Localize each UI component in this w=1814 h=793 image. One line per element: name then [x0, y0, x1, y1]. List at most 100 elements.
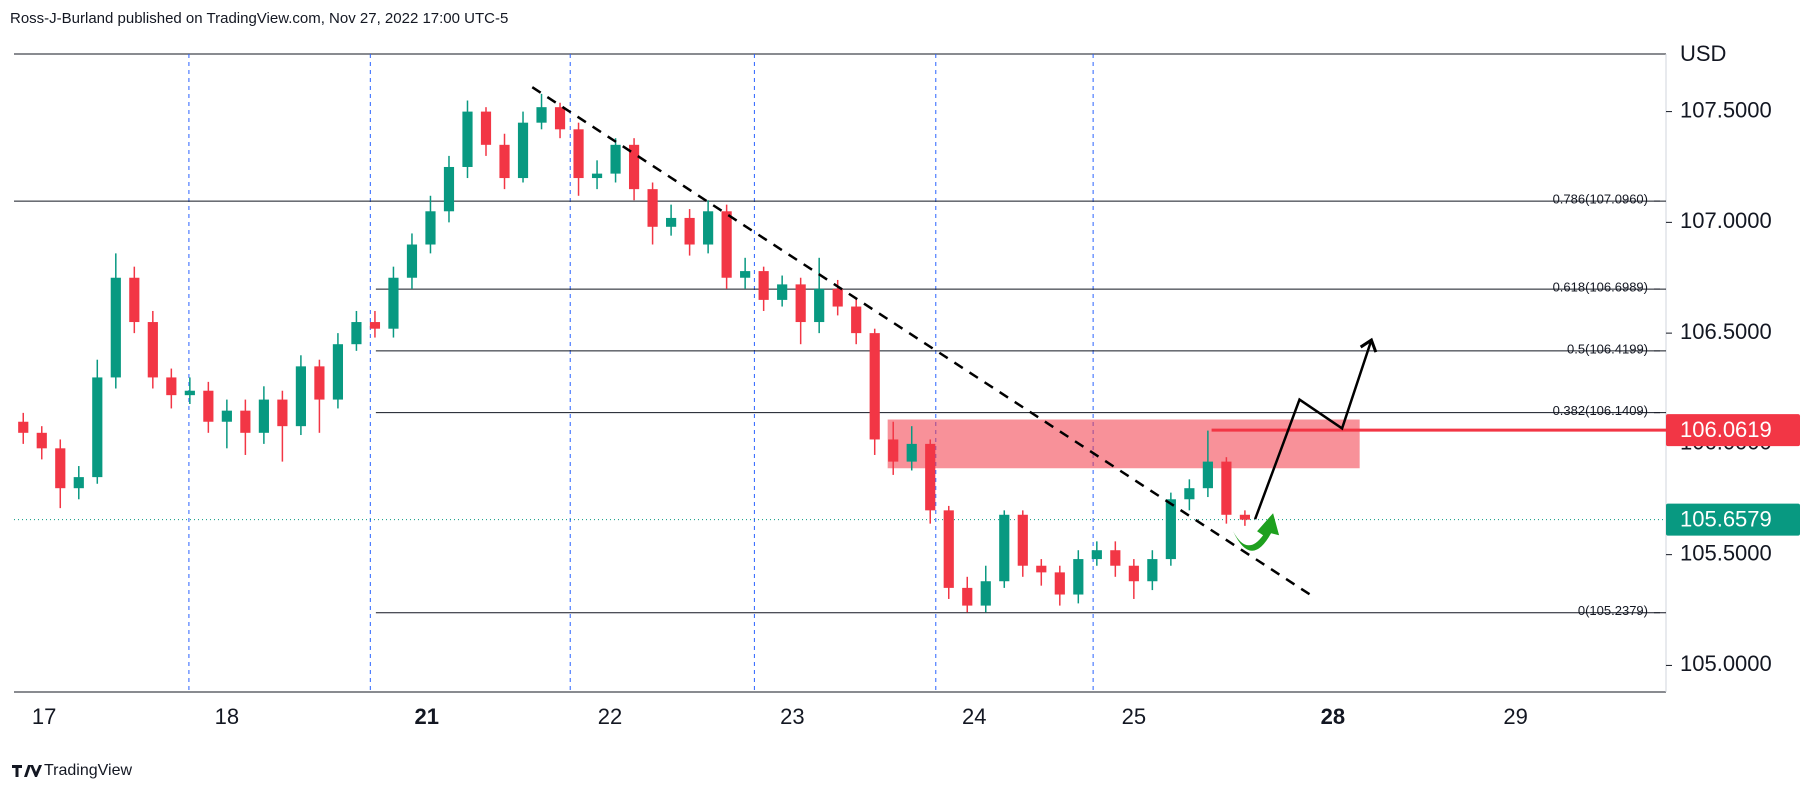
candle-body [332, 344, 344, 400]
candle-body [425, 211, 436, 245]
x-tick-label: 24 [962, 704, 986, 729]
candle-body [258, 399, 269, 433]
candle-body [721, 211, 732, 278]
candle-body [110, 277, 121, 378]
x-tick-label: 18 [215, 704, 239, 729]
fib-label: 0.786(107.0960) [1553, 192, 1648, 207]
y-tick-label: 105.5000 [1680, 540, 1772, 565]
candle-body [832, 288, 843, 307]
candle-body [1054, 572, 1065, 595]
candle-body [666, 217, 677, 227]
price-marker-label: 105.6579 [1680, 506, 1772, 531]
candle-body [1017, 514, 1028, 566]
candle-body [1091, 550, 1102, 560]
candle-body [240, 410, 251, 433]
x-tick-label: 17 [32, 704, 56, 729]
candle-body [92, 377, 103, 478]
candle-body [462, 111, 473, 167]
candle-body [628, 144, 640, 190]
x-tick-label: 21 [415, 704, 439, 729]
y-tick-label: 106.5000 [1680, 319, 1772, 344]
fib-label: 0.5(106.4199) [1567, 341, 1648, 356]
candle-body [610, 144, 621, 174]
candle-body [184, 390, 195, 396]
supply-zone [887, 419, 1360, 469]
candle-body [129, 277, 140, 323]
candle-body [1221, 461, 1232, 515]
candle-body [869, 333, 880, 440]
candle-body [221, 410, 232, 422]
x-tick-label: 29 [1503, 704, 1527, 729]
candle-body [684, 217, 695, 245]
x-tick-label: 25 [1122, 704, 1146, 729]
candle-body [888, 439, 899, 462]
candle-body [443, 166, 455, 212]
candle-body [1036, 565, 1047, 573]
candle-body [925, 443, 936, 511]
price-marker-label: 106.0619 [1680, 417, 1772, 442]
candle-body [740, 271, 751, 278]
candle-body [758, 271, 769, 300]
candle-body [73, 477, 84, 489]
candle-body [295, 366, 306, 427]
candle-body [18, 421, 29, 433]
candle-body [277, 399, 288, 427]
candle-body [999, 514, 1010, 582]
candle-body [591, 173, 603, 179]
candle-body [1165, 499, 1176, 560]
candle-body [703, 211, 714, 245]
candle-body [203, 390, 214, 422]
green-arrow [1233, 513, 1280, 551]
price-marker-box [1666, 503, 1800, 536]
candle-body [388, 277, 399, 329]
trendline [531, 86, 1315, 598]
candle-body [795, 284, 806, 323]
candle-body [1110, 550, 1121, 566]
candle-body [962, 587, 973, 606]
candle-body [1239, 514, 1250, 520]
candle-body [314, 366, 325, 400]
candle-body [517, 122, 529, 179]
x-tick-label: 23 [780, 704, 804, 729]
candle-body [573, 129, 584, 179]
candle-body [943, 510, 954, 588]
fib-label: 0.382(106.1409) [1553, 403, 1648, 418]
candle-body [1202, 461, 1213, 489]
candle-body [980, 581, 991, 606]
y-tick-label: 105.0000 [1680, 651, 1772, 676]
candle-body [1128, 565, 1139, 582]
fib-label: 0.618(106.6989) [1553, 280, 1648, 295]
currency-label: USD [1680, 41, 1726, 66]
candle-body [777, 284, 788, 300]
candle-body [1073, 559, 1084, 595]
candle-body [351, 322, 362, 345]
candle-body [906, 443, 917, 462]
y-tick-label: 107.0000 [1680, 208, 1772, 233]
attribution: Ross-J-Burland published on TradingView.… [10, 10, 508, 27]
projection-path [1253, 337, 1378, 520]
candle-body [369, 322, 381, 329]
candle-body [851, 306, 862, 334]
x-tick-label: 22 [598, 704, 622, 729]
fib-label: 0(105.2379) [1578, 603, 1648, 618]
tradingview-logo [12, 765, 42, 777]
candle-body [647, 189, 658, 227]
price-marker-box [1666, 414, 1800, 447]
candle-body [814, 288, 825, 323]
candle-body [499, 144, 510, 179]
candle-body [406, 244, 418, 278]
plot-area [14, 53, 1672, 693]
candle-body [554, 107, 566, 130]
candle-body [536, 107, 547, 123]
candle-body [36, 432, 47, 449]
candle-body [147, 322, 158, 378]
y-tick-label: 107.5000 [1680, 97, 1772, 122]
candle-body [1184, 488, 1195, 500]
candle-body [166, 377, 177, 396]
candle-body [480, 111, 492, 145]
x-tick-label: 28 [1321, 704, 1345, 729]
candle-body [55, 448, 66, 489]
brand: TradingView [44, 762, 132, 779]
